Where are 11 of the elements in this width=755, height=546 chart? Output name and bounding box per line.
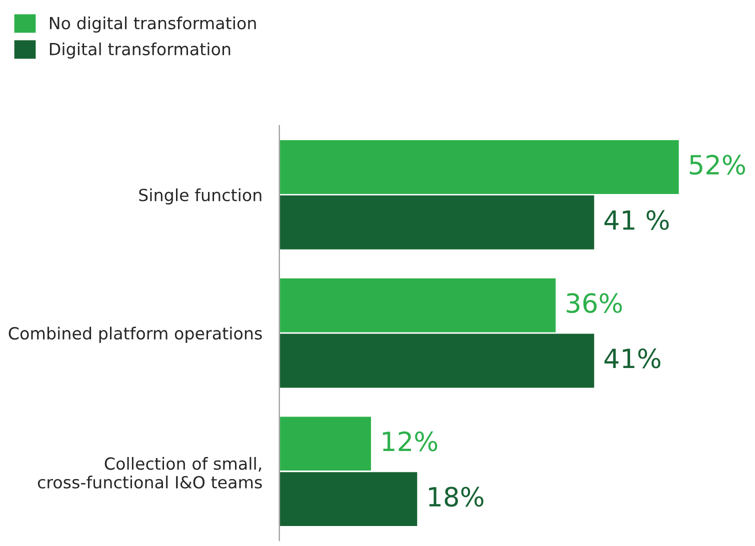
data-label: 18% <box>429 486 484 507</box>
y-tick-label: Single function <box>139 188 262 205</box>
data-label: 36% <box>566 293 622 314</box>
y-tick-label: Combined platform operations <box>8 326 262 343</box>
y-tick-label: Collection of small, cross-functional I&O teams <box>38 456 262 489</box>
data-label: 52% <box>690 154 746 175</box>
legend-label: No digital transformation <box>50 16 256 33</box>
legend-label: Digital transformation <box>50 42 230 59</box>
data-label: 41 % <box>604 210 669 230</box>
data-label: 41% <box>604 348 660 368</box>
data-label: 12% <box>382 431 438 452</box>
